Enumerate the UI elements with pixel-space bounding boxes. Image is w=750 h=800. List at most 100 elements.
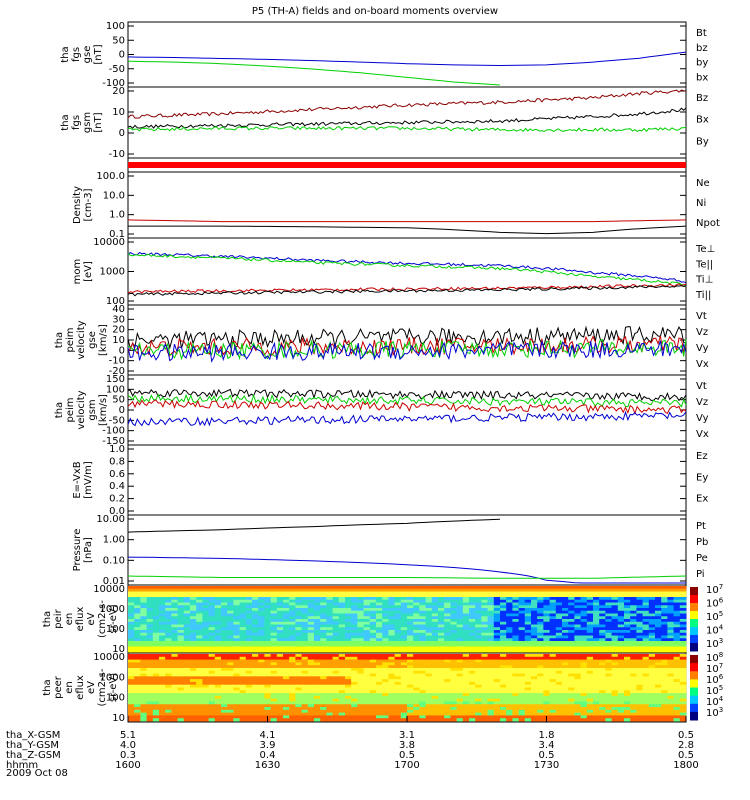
- heatmap-cell: [258, 709, 265, 714]
- heatmap-cell: [630, 709, 637, 714]
- heatmap-cell: [661, 610, 668, 614]
- heatmap-cell: [227, 684, 234, 688]
- heatmap-cell: [419, 621, 426, 625]
- heatmap-cell: [611, 707, 619, 711]
- heatmap-cell: [369, 693, 377, 697]
- heatmap-cell: [673, 690, 681, 694]
- heatmap-cell: [264, 646, 271, 650]
- heatmap-cell: [617, 687, 625, 691]
- heatmap-cell: [332, 690, 340, 694]
- heatmap-cell: [512, 586, 519, 590]
- heatmap-cell: [506, 684, 513, 688]
- heatmap-cell: [283, 624, 290, 628]
- heatmap-cell: [134, 624, 141, 628]
- heatmap-cell: [456, 670, 464, 674]
- heatmap-cell: [438, 687, 445, 691]
- heatmap-cell: [456, 630, 464, 634]
- heatmap-cell: [450, 670, 457, 674]
- heatmap-cell: [382, 673, 389, 677]
- heatmap-cell: [332, 659, 340, 663]
- heatmap-cell: [301, 704, 309, 708]
- heatmap-cell: [444, 718, 451, 722]
- heatmap-cell: [407, 627, 414, 631]
- heatmap-cell: [394, 679, 402, 683]
- heatmap-cell: [363, 619, 371, 623]
- heatmap-cell: [376, 619, 383, 623]
- heatmap-cell: [376, 667, 383, 672]
- y-axis-label: [eV]: [83, 261, 94, 282]
- heatmap-cell: [214, 605, 222, 609]
- heatmap-cell: [394, 602, 402, 606]
- heatmap-cell: [599, 687, 606, 691]
- heatmap-cell: [332, 630, 340, 634]
- series-line-By: [127, 125, 687, 133]
- heatmap-cell: [673, 676, 681, 680]
- heatmap-cell: [276, 630, 284, 634]
- heatmap-cell: [586, 610, 594, 614]
- heatmap-cell: [444, 627, 451, 631]
- heatmap-cell: [394, 662, 402, 666]
- heatmap-cell: [146, 605, 154, 609]
- heatmap-cell: [264, 707, 271, 711]
- heatmap-cell: [586, 679, 594, 683]
- heatmap-cell: [444, 632, 451, 636]
- heatmap-cell: [258, 586, 265, 590]
- heatmap-cell: [438, 704, 445, 708]
- heatmap-cell: [276, 638, 284, 642]
- heatmap-cell: [425, 667, 433, 672]
- heatmap-cell: [146, 662, 154, 666]
- heatmap-cell: [425, 679, 433, 683]
- heatmap-cell: [134, 701, 141, 705]
- heatmap-cell: [239, 662, 247, 666]
- heatmap-cell: [599, 681, 606, 686]
- heatmap-cell: [679, 635, 687, 639]
- heatmap-cell: [208, 610, 216, 614]
- heatmap-cell: [177, 649, 185, 653]
- heatmap-cell: [388, 613, 395, 617]
- y-tick-label: 1000: [100, 267, 125, 278]
- heatmap-cell: [537, 588, 544, 592]
- heatmap-cell: [431, 649, 439, 653]
- heatmap-cell: [152, 613, 160, 617]
- heatmap-cell: [450, 676, 457, 680]
- heatmap-cell: [227, 602, 234, 606]
- heatmap-cell: [580, 687, 588, 691]
- heatmap-cell: [295, 641, 302, 645]
- heatmap-cell: [673, 693, 681, 697]
- heatmap-cell: [239, 632, 247, 636]
- heatmap-cell: [444, 597, 451, 601]
- heatmap-cell: [152, 610, 160, 614]
- heatmap-cell: [338, 709, 346, 714]
- heatmap-cell: [307, 676, 315, 680]
- heatmap-cell: [233, 624, 240, 628]
- heatmap-cell: [196, 698, 203, 702]
- heatmap-cell: [493, 624, 501, 628]
- x-tick-label: 3.8: [399, 740, 415, 751]
- heatmap-cell: [134, 630, 141, 634]
- heatmap-cell: [357, 665, 364, 669]
- heatmap-cell: [245, 687, 253, 691]
- heatmap-cell: [562, 707, 569, 711]
- heatmap-cell: [655, 646, 662, 650]
- heatmap-cell: [146, 673, 154, 677]
- heatmap-cell: [171, 599, 178, 603]
- heatmap-cell: [549, 709, 557, 714]
- heatmap-cell: [444, 624, 451, 628]
- heatmap-cell: [531, 715, 538, 719]
- heatmap-cell: [543, 619, 550, 623]
- heatmap-cell: [537, 610, 544, 614]
- heatmap-cell: [543, 641, 550, 645]
- heatmap-cell: [128, 656, 135, 660]
- heatmap-cell: [413, 665, 420, 669]
- heatmap-cell: [431, 646, 439, 650]
- heatmap-cell: [469, 641, 476, 645]
- heatmap-cell: [128, 670, 135, 674]
- heatmap-cell: [270, 619, 278, 623]
- heatmap-cell: [574, 627, 581, 631]
- heatmap-cell: [475, 613, 482, 617]
- heatmap-cell: [493, 712, 501, 716]
- heatmap-cell: [500, 588, 507, 592]
- heatmap-cell: [388, 630, 395, 634]
- heatmap-cell: [332, 681, 340, 686]
